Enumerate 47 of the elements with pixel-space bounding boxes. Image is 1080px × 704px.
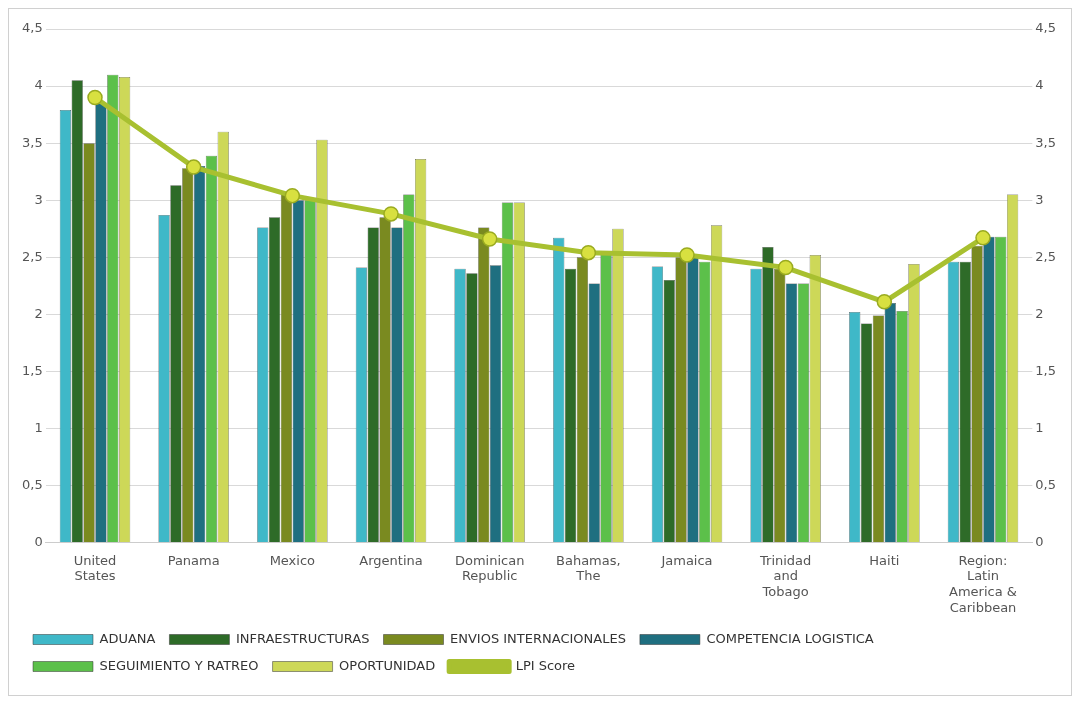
- point: [284, 187, 301, 204]
- y2-tick-label: 4: [1035, 77, 1044, 93]
- y2-tick-label: 0,5: [1035, 476, 1057, 492]
- x-tick-label: Region: Latin America & Caribbean: [949, 552, 1017, 615]
- point: [87, 89, 103, 106]
- y2-tick-label: 1: [1035, 419, 1044, 435]
- point: [481, 231, 498, 247]
- x-tick-label: Haiti: [869, 552, 900, 568]
- y2-tick-label: 2,5: [1035, 248, 1057, 264]
- x-tick-label: Dominican Republic: [454, 552, 525, 584]
- x-tick-label: Panama: [167, 552, 220, 568]
- y-tick-label: 4: [34, 77, 43, 93]
- legend-label: ENVIOS INTERNACIONALES: [450, 630, 626, 646]
- point: [580, 244, 597, 261]
- x-tick-label: Jamaica: [660, 552, 713, 568]
- y-tick-label: 0: [34, 533, 43, 549]
- point: [777, 259, 794, 276]
- x-tick-label: United States: [73, 552, 117, 584]
- point: [679, 247, 695, 263]
- legend-label: COMPETENCIA LOGISTICA: [706, 630, 874, 646]
- point: [383, 206, 399, 222]
- legend-label: LPI Score: [515, 657, 576, 673]
- y-tick-label: 2,5: [21, 248, 43, 264]
- y2-tick-label: 2: [1035, 305, 1044, 321]
- point: [185, 159, 202, 175]
- y2-tick-label: 4,5: [1035, 20, 1057, 36]
- legend-label: SEGUIMIENTO Y RATREO: [99, 657, 259, 673]
- y-tick-label: 4,5: [21, 20, 43, 36]
- y-tick-label: 3: [34, 191, 43, 207]
- y-tick-label: 3,5: [21, 134, 43, 150]
- x-tick-label: Bahamas, The: [556, 552, 621, 584]
- y2-tick-label: 1,5: [1035, 362, 1057, 378]
- y-tick-label: 0,5: [21, 476, 43, 492]
- x-tick-label: Mexico: [269, 552, 316, 568]
- y-tick-label: 1,5: [21, 362, 43, 378]
- legend-label: ADUANA: [99, 630, 156, 646]
- legend-label: OPORTUNIDAD: [339, 657, 436, 673]
- x-tick-label: Argentina: [359, 552, 423, 568]
- y2-tick-label: 0: [1035, 533, 1044, 549]
- y2-tick-label: 3,5: [1035, 134, 1057, 150]
- legend-label: INFRAESTRUCTURAS: [235, 630, 370, 646]
- y2-tick-label: 3: [1035, 191, 1044, 207]
- x-tick-label: Trinidad and Tobago: [759, 552, 812, 599]
- y-tick-label: 1: [34, 419, 43, 435]
- point: [975, 230, 991, 246]
- point: [876, 294, 893, 310]
- y-tick-label: 2: [34, 305, 43, 321]
